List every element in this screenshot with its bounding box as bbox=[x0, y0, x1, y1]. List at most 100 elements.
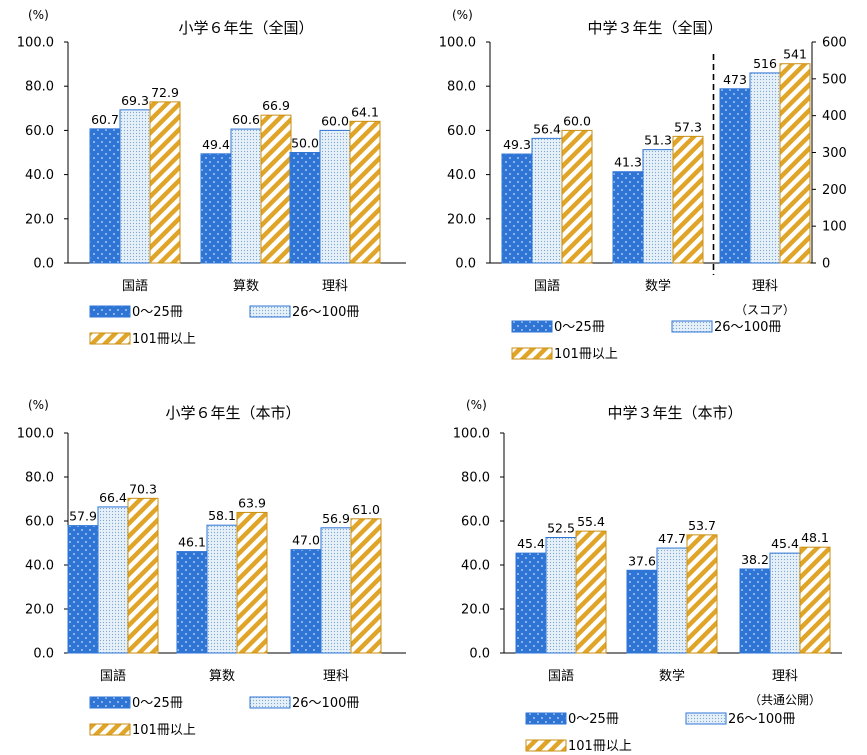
y-tick-label: 80.0 bbox=[25, 80, 54, 95]
y2-tick-label: 300 bbox=[822, 146, 847, 161]
data-label: 55.4 bbox=[577, 514, 605, 529]
data-label: 541 bbox=[783, 47, 807, 62]
data-label: 53.7 bbox=[688, 518, 716, 533]
data-label: 60.0 bbox=[321, 113, 349, 128]
bar bbox=[719, 88, 751, 264]
data-label: 66.4 bbox=[99, 490, 127, 505]
chart-panel-1: 小学６年生（全国） (%) 0.0 20.0 40.0 60.0 80.0 100.0 60.7… bbox=[17, 8, 406, 347]
bar bbox=[501, 153, 533, 264]
bar bbox=[176, 551, 208, 654]
bar bbox=[642, 149, 674, 264]
data-label: 60.6 bbox=[232, 112, 260, 127]
y-tick-label: 0.0 bbox=[455, 257, 476, 272]
legend-swatch bbox=[511, 347, 553, 360]
bar bbox=[531, 137, 563, 264]
bar bbox=[686, 534, 718, 654]
bar bbox=[230, 128, 262, 264]
bar bbox=[626, 569, 658, 654]
y2-tick-label: 0 bbox=[822, 257, 830, 272]
y-tick-label: 60.0 bbox=[25, 515, 54, 530]
legend-label: 0～25冊 bbox=[132, 696, 183, 711]
data-label: 69.3 bbox=[121, 93, 149, 108]
category-label: 理科 bbox=[772, 669, 798, 684]
bar bbox=[319, 129, 351, 264]
legend-swatch bbox=[89, 305, 131, 318]
data-label: 56.4 bbox=[533, 121, 561, 136]
data-label: 47.0 bbox=[292, 533, 320, 548]
chart-title: 小学６年生（全国） bbox=[178, 19, 313, 37]
bar bbox=[769, 552, 801, 654]
data-label: 516 bbox=[753, 56, 777, 71]
y2-tick-label: 500 bbox=[822, 72, 847, 87]
y-tick-label: 40.0 bbox=[447, 168, 476, 183]
legend-swatch bbox=[249, 305, 291, 318]
data-label: 72.9 bbox=[151, 85, 179, 100]
category-label: 国語 bbox=[100, 668, 126, 684]
legend-swatch bbox=[89, 332, 131, 345]
bar bbox=[89, 128, 121, 264]
legend-swatch bbox=[685, 712, 727, 725]
data-label: 70.3 bbox=[129, 481, 157, 496]
data-label: 45.4 bbox=[771, 536, 799, 551]
chart-panel-4: 中学３年生（本市） (%) 0.0 20.0 40.0 60.0 80.0 100.0 45.4… bbox=[453, 398, 842, 754]
y-tick-label: 80.0 bbox=[25, 471, 54, 486]
chart-title: 中学３年生（本市） bbox=[607, 404, 742, 422]
category-label: 数学 bbox=[659, 668, 685, 684]
y-tick-label: 20.0 bbox=[447, 212, 476, 227]
y-tick-label: 100.0 bbox=[17, 427, 54, 442]
bar bbox=[739, 568, 771, 654]
bar bbox=[149, 101, 181, 264]
y2-tick-label: 200 bbox=[822, 183, 847, 198]
y2-tick-label: 400 bbox=[822, 109, 847, 124]
data-label: 60.0 bbox=[563, 113, 591, 128]
legend-swatch bbox=[89, 696, 131, 709]
y2-tick-label: 600 bbox=[822, 36, 847, 51]
bar bbox=[545, 537, 577, 654]
legend-swatch bbox=[671, 320, 713, 333]
data-label: 58.1 bbox=[208, 508, 236, 523]
category-label: 数学 bbox=[645, 278, 671, 294]
data-label: 66.9 bbox=[262, 98, 290, 113]
y-tick-label: 20.0 bbox=[461, 603, 490, 618]
chart-panel-2: 中学３年生（全国） (%) 0.0 20.0 40.0 60.0 80.0 100.0 0 100… bbox=[439, 8, 847, 362]
legend-label: 101冊以上 bbox=[132, 332, 196, 347]
bar bbox=[350, 518, 382, 654]
legend-label: 0～25冊 bbox=[554, 320, 605, 335]
data-label: 56.9 bbox=[322, 511, 350, 526]
bar bbox=[672, 135, 704, 264]
category-label: 理科 bbox=[752, 279, 778, 294]
bar bbox=[260, 114, 292, 264]
data-label: 49.4 bbox=[202, 137, 230, 152]
bar bbox=[349, 120, 381, 264]
y-tick-label: 80.0 bbox=[447, 80, 476, 95]
bar bbox=[749, 72, 781, 264]
data-label: 47.7 bbox=[658, 531, 686, 546]
legend-label: 26～100冊 bbox=[714, 320, 781, 335]
bar bbox=[320, 527, 352, 654]
chart-panel-3: 小学６年生（本市） (%) 0.0 20.0 40.0 60.0 80.0 100.0 57.9… bbox=[17, 398, 406, 738]
y-tick-label: 40.0 bbox=[25, 168, 54, 183]
data-label: 37.6 bbox=[628, 553, 656, 568]
y-tick-label: 40.0 bbox=[25, 559, 54, 574]
category-label: 国語 bbox=[548, 668, 574, 684]
y-tick-label: 100.0 bbox=[439, 36, 476, 51]
data-label: 49.3 bbox=[503, 137, 531, 152]
y2-tick-label: 100 bbox=[822, 220, 847, 235]
y-tick-label: 0.0 bbox=[33, 647, 54, 662]
chart-title: 中学３年生（全国） bbox=[587, 19, 722, 37]
category-label: 国語 bbox=[122, 278, 148, 294]
legend-label: 101冊以上 bbox=[132, 723, 196, 738]
bar bbox=[119, 109, 151, 264]
y-tick-label: 40.0 bbox=[461, 559, 490, 574]
y-tick-label: 20.0 bbox=[25, 603, 54, 618]
data-label: 48.1 bbox=[801, 530, 829, 545]
data-label: 52.5 bbox=[547, 521, 575, 536]
y-tick-label: 80.0 bbox=[461, 471, 490, 486]
bar bbox=[97, 506, 129, 654]
legend-label: 26～100冊 bbox=[292, 696, 359, 711]
category-note: （スコア） bbox=[735, 303, 795, 317]
charts-layer: 小学６年生（全国） (%) 0.0 20.0 40.0 60.0 80.0 100.0 60.7… bbox=[17, 8, 847, 754]
y-tick-label: 0.0 bbox=[33, 257, 54, 272]
y-unit-label: (%) bbox=[452, 8, 473, 22]
legend-label: 101冊以上 bbox=[554, 347, 618, 362]
